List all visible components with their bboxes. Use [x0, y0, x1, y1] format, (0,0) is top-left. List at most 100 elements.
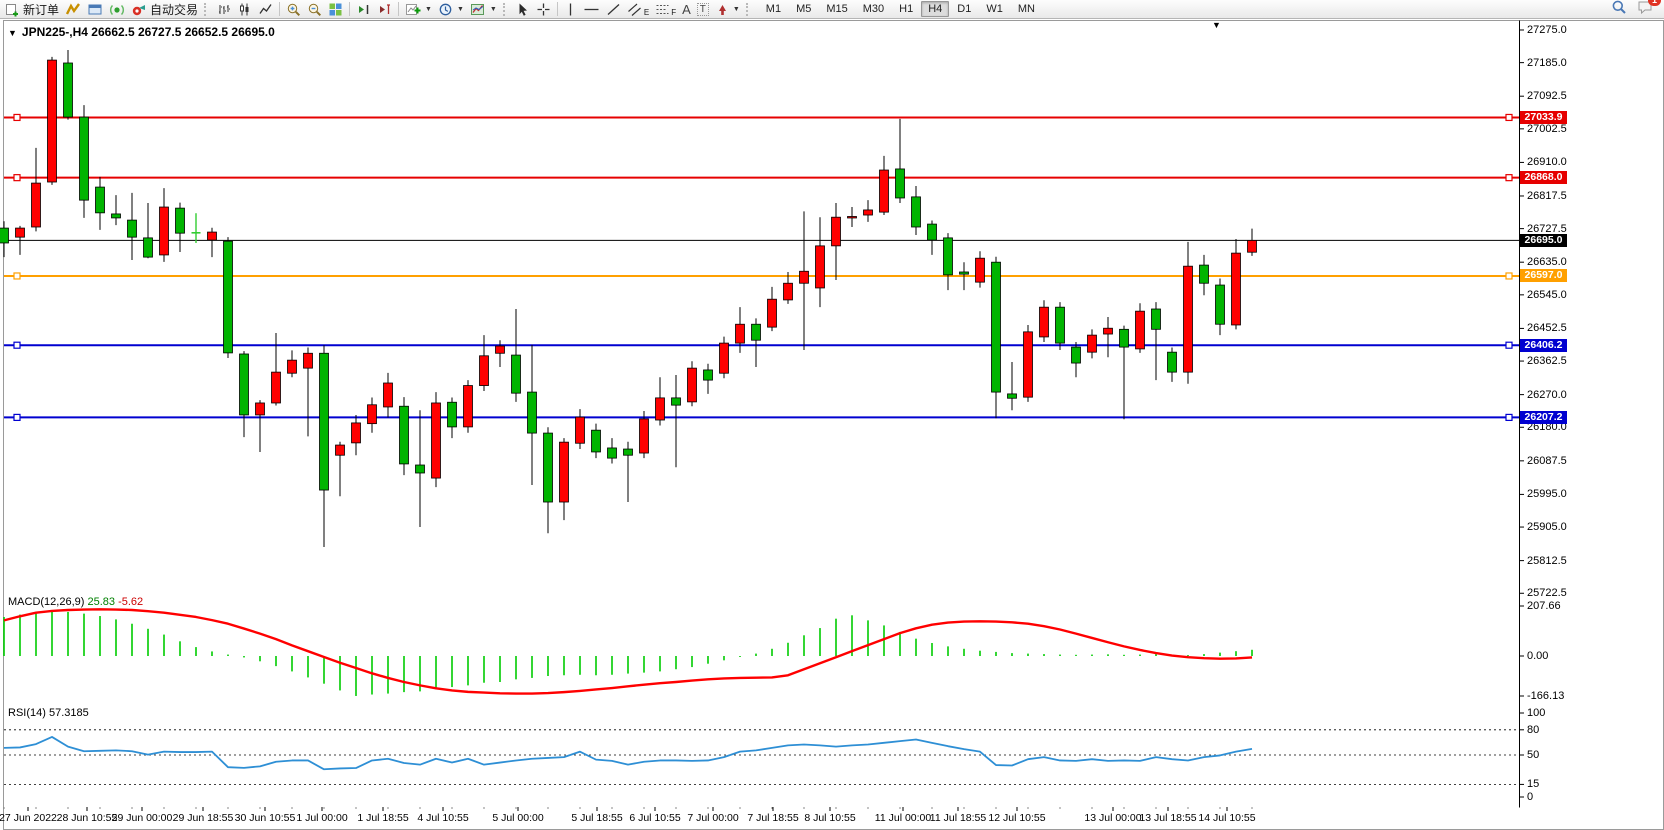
candle	[575, 416, 585, 444]
new-order-button[interactable]: 新订单	[2, 1, 62, 18]
candle	[319, 352, 329, 491]
candle	[415, 464, 425, 474]
arrows-tool-button[interactable]: ▼	[712, 1, 743, 18]
candle	[879, 169, 889, 213]
timeframe-h1[interactable]: H1	[899, 3, 914, 15]
timeframe-w1[interactable]: W1	[986, 3, 1003, 15]
candle	[1215, 284, 1225, 325]
toolbar-separator	[349, 2, 351, 16]
indic ators-button[interactable]: ▼	[402, 1, 435, 18]
templates-icon	[470, 2, 486, 17]
timeframe-m15[interactable]: M15	[826, 3, 848, 15]
trendline-tool-button[interactable]	[603, 1, 624, 18]
candle	[687, 367, 697, 403]
shift-chart-icon	[356, 2, 371, 17]
line-chart-button[interactable]	[255, 1, 276, 18]
candle	[623, 448, 633, 456]
candle	[767, 298, 777, 328]
notifications-button[interactable]: 1	[1637, 0, 1661, 20]
candle	[1135, 310, 1145, 350]
signals-button[interactable]	[106, 1, 128, 18]
candle	[47, 59, 57, 183]
hline-tool-icon	[583, 2, 600, 17]
zoom-out-icon	[307, 2, 322, 17]
candle	[143, 237, 153, 258]
hline-marker	[1505, 174, 1513, 182]
candle	[943, 237, 953, 276]
search-icon[interactable]	[1611, 0, 1627, 20]
candle	[223, 240, 233, 354]
zoom-out-button[interactable]	[304, 1, 325, 18]
timeframe-group: M1 M5 M15 M30 H1 H4 D1 W1 MN	[759, 1, 1042, 17]
candle	[735, 323, 745, 344]
candle	[1151, 308, 1161, 330]
candle	[79, 116, 89, 201]
candle	[495, 345, 505, 354]
toolbar-grip	[204, 2, 210, 16]
candle	[511, 354, 521, 394]
text-tool-button[interactable]: A	[679, 1, 694, 18]
crosshair-button[interactable]	[533, 1, 554, 18]
candle	[655, 397, 665, 421]
candle	[559, 441, 569, 503]
main-toolbar: 新订单 自动交易 ▼ ▼ ▼ E F A T ▼ M1 M5 M15 M30 H1 H4 D…	[0, 0, 1664, 19]
terminal-window-button[interactable]	[84, 1, 106, 18]
candle	[527, 391, 537, 434]
cursor-icon	[515, 2, 530, 17]
market-watch-button[interactable]	[62, 1, 84, 18]
hline-marker	[13, 174, 21, 182]
candle	[543, 432, 553, 503]
auto-trading-label: 自动交易	[150, 2, 199, 17]
candle	[959, 271, 969, 275]
fibonacci-tool-button[interactable]: F	[652, 1, 679, 18]
candle	[399, 405, 409, 465]
candle	[351, 422, 361, 444]
candle	[0, 227, 9, 244]
candle	[927, 223, 937, 241]
toolbar-separator	[398, 2, 400, 16]
macd-signal-line	[3, 608, 1253, 695]
text-tool-icon: A	[682, 1, 691, 17]
vline-tool-icon	[564, 2, 577, 17]
timeframe-m1[interactable]: M1	[765, 3, 782, 15]
candle	[335, 444, 345, 456]
bar-chart-button[interactable]	[213, 1, 234, 18]
timeframe-d1[interactable]: D1	[957, 3, 972, 15]
hline-tool-button[interactable]	[580, 1, 603, 18]
timeframe-m30[interactable]: M30	[862, 3, 885, 15]
timeframe-mn[interactable]: MN	[1017, 3, 1035, 15]
gold-chart-icon	[65, 2, 81, 17]
timeframe-h4[interactable]: H4	[921, 1, 950, 17]
toolbar-separator	[279, 2, 281, 16]
candle	[671, 397, 681, 406]
templates-button[interactable]: ▼	[467, 1, 500, 18]
zoom-in-button[interactable]	[283, 1, 304, 18]
timeframe-m5[interactable]: M5	[796, 3, 812, 15]
candle	[783, 282, 793, 301]
candle	[271, 371, 281, 404]
chevron-down-icon: ▼	[456, 5, 464, 13]
tile-windows-button[interactable]	[325, 1, 346, 18]
candlestick-button[interactable]	[234, 1, 255, 18]
label-tool-button[interactable]: T	[694, 1, 712, 18]
candle	[159, 206, 169, 256]
candle	[303, 352, 313, 369]
toolbar-separator	[556, 2, 558, 16]
hline-marker	[1505, 272, 1513, 280]
candle	[1039, 306, 1049, 338]
chart-shift-button[interactable]	[374, 1, 395, 18]
candle	[207, 231, 217, 241]
candle	[95, 186, 105, 214]
channel-tool-button[interactable]: E	[624, 1, 652, 18]
vline-tool-button[interactable]	[561, 1, 580, 18]
candle	[127, 219, 137, 238]
new-order-icon	[5, 2, 20, 17]
cursor-button[interactable]	[512, 1, 533, 18]
indicators-add-icon	[405, 2, 421, 17]
candle	[1103, 327, 1113, 335]
periods-button[interactable]: ▼	[435, 1, 467, 18]
candle	[1167, 351, 1177, 373]
auto-scroll-button[interactable]	[353, 1, 374, 18]
auto-trading-button[interactable]: 自动交易	[128, 1, 201, 18]
